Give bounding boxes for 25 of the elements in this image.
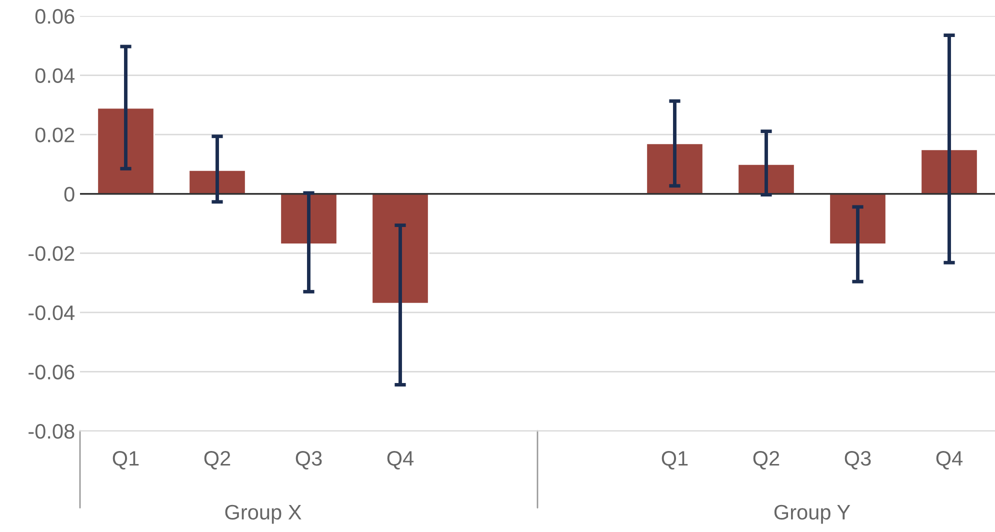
y-tick-label: 0.04 xyxy=(35,68,75,84)
x-tick-label: Q4 xyxy=(936,450,963,470)
x-tick-label: Q4 xyxy=(387,450,414,470)
x-tick-label: Q3 xyxy=(844,450,871,470)
y-tick-label: -0.08 xyxy=(28,424,74,439)
bar xyxy=(280,193,338,245)
x-tick-label: Q3 xyxy=(296,450,322,470)
bar xyxy=(646,142,704,195)
y-tick-label: 0.02 xyxy=(35,128,74,142)
text: Group X xyxy=(225,504,302,524)
x-tick-label: Q2 xyxy=(753,450,780,470)
y-tick-label: 0 xyxy=(64,186,74,202)
bar xyxy=(737,164,796,195)
y-tick-label: 0.06 xyxy=(35,9,74,24)
bar xyxy=(828,193,887,245)
y-tick-label: -0.02 xyxy=(28,246,74,261)
x-tick-label: Q1 xyxy=(662,450,688,470)
y-tick-label: -0.06 xyxy=(28,364,74,380)
bar xyxy=(920,148,978,195)
bar xyxy=(371,193,430,304)
x-tick-label: Q2 xyxy=(204,450,230,470)
text: Group Y xyxy=(774,504,850,524)
y-tick-label: -0.04 xyxy=(28,305,75,320)
x-tick-label: Q1 xyxy=(112,450,139,470)
bar xyxy=(96,107,155,195)
